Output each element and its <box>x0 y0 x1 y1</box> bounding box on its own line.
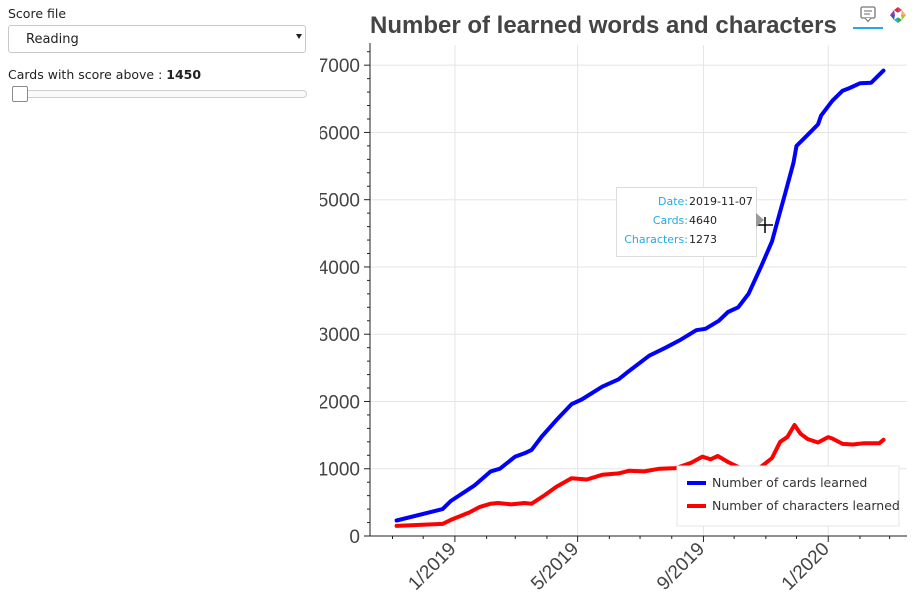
legend-label: Number of characters learned <box>712 498 900 513</box>
tooltip-key: Characters: <box>624 233 688 246</box>
score-threshold-label-text: Cards with score above : <box>8 67 167 82</box>
score-file-selected-value: Reading <box>26 32 79 47</box>
y-tick-label: 5000 <box>320 191 360 212</box>
tooltip-row-date: Date: 2019-11-07 <box>617 195 758 209</box>
score-file-select[interactable]: Reading <box>8 25 306 53</box>
hover-tooltip: Date: 2019-11-07 Cards: 4640 Characters:… <box>616 187 757 257</box>
y-tick-label: 3000 <box>320 325 360 346</box>
score-threshold-slider[interactable] <box>12 90 307 98</box>
y-tick-label: 4000 <box>320 258 360 279</box>
bokeh-logo-icon <box>890 7 906 23</box>
dropdown-arrow-icon <box>296 34 302 39</box>
chart-panel: Number of learned words and characters 0… <box>320 0 916 597</box>
hover-tool-icon <box>853 6 883 29</box>
tooltip-value: 1273 <box>689 233 717 246</box>
y-tick-label: 0 <box>349 527 360 548</box>
tooltip-pointer-icon <box>756 213 764 227</box>
score-threshold-value: 1450 <box>166 67 202 82</box>
bokeh-logo[interactable] <box>888 5 908 25</box>
tooltip-value: 4640 <box>689 214 717 227</box>
legend-label: Number of cards learned <box>712 475 867 490</box>
score-threshold-label: Cards with score above : 1450 <box>8 67 201 82</box>
x-tick-label: 9/2019 <box>653 539 709 595</box>
x-tick-label: 1/2019 <box>404 539 460 595</box>
chart-legend: Number of cards learned Number of charact… <box>676 465 900 527</box>
hover-tool-button[interactable] <box>853 4 883 30</box>
learned-words-chart[interactable]: Number of learned words and characters 0… <box>320 0 916 597</box>
chart-grid <box>370 45 907 537</box>
tooltip-value: 2019-11-07 <box>689 195 753 208</box>
y-tick-label: 6000 <box>320 123 360 144</box>
tooltip-row-cards: Cards: 4640 <box>617 214 758 228</box>
tooltip-key: Cards: <box>652 214 688 227</box>
y-tick-label: 1000 <box>320 460 360 481</box>
x-tick-label: 5/2019 <box>527 539 583 595</box>
legend-box <box>676 465 900 527</box>
series-line <box>394 68 886 523</box>
score-threshold-slider-handle[interactable] <box>12 86 28 102</box>
chart-series <box>394 68 886 528</box>
y-tick-label: 7000 <box>320 56 360 77</box>
tooltip-key: Date: <box>658 195 688 208</box>
x-tick-label: 1/2020 <box>778 539 834 595</box>
score-file-label: Score file <box>8 6 67 21</box>
controls-panel: Score file Reading Cards with score abov… <box>0 0 320 597</box>
chart-title: Number of learned words and characters <box>370 12 837 39</box>
tooltip-row-characters: Characters: 1273 <box>617 233 758 247</box>
y-tick-label: 2000 <box>320 392 360 413</box>
series-line <box>394 423 886 528</box>
